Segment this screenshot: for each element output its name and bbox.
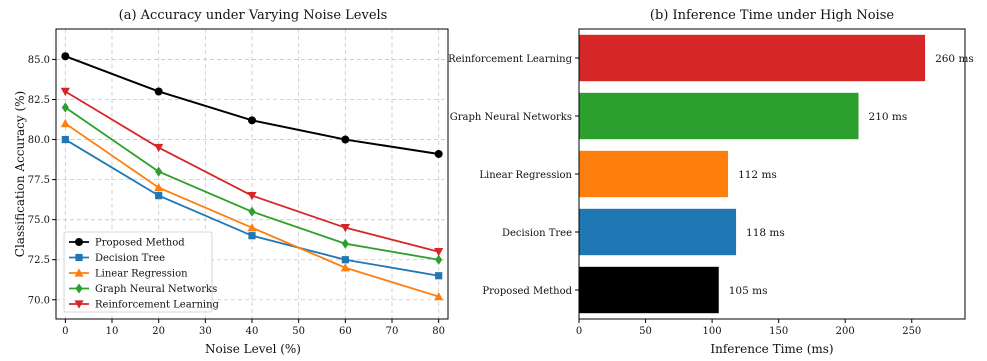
legend-box: [63, 231, 213, 313]
legend-swatch-marker: [75, 283, 83, 294]
left-legend: Proposed Method Decision Tree Linear Regre…: [63, 231, 220, 313]
right-y-tick-label: Decision Tree: [502, 228, 572, 239]
data-point-s1-3: [341, 256, 349, 264]
data-point-s2-3: [340, 263, 350, 272]
right-x-tick-label: 250: [902, 326, 921, 337]
data-point-s2-0: [60, 118, 70, 128]
legend-entry: Linear Regression: [95, 269, 188, 280]
data-point-s1-4: [435, 272, 443, 280]
data-point-s4-2: [247, 191, 257, 201]
data-point-s4-3: [340, 223, 350, 233]
right-x-tick-label: 200: [836, 326, 855, 337]
left-x-tick-label: 20: [152, 326, 165, 337]
right-bars: [579, 34, 926, 314]
bar-1: [579, 92, 859, 140]
left-x-tick-label: 50: [292, 326, 305, 337]
accuracy-line-chart: (a) Accuracy under Varying Noise Levels …: [13, 8, 449, 356]
left-chart-title: (a) Accuracy under Varying Noise Levels: [119, 8, 388, 23]
bar-2: [579, 150, 729, 198]
right-x-tick-label: 50: [639, 326, 652, 337]
bar-value-label: 105 ms: [729, 285, 768, 297]
right-bar-value-labels: 260 ms 210 ms 112 ms 118 ms 105 ms: [729, 53, 974, 297]
right-x-tick-label: 100: [703, 326, 722, 337]
legend-entry: Decision Tree: [95, 253, 165, 264]
data-point-s1-1: [155, 192, 163, 200]
data-point-s0-0: [61, 52, 70, 61]
data-point-s3-2: [248, 206, 256, 217]
left-series-markers: [60, 52, 444, 301]
right-x-axis-label: Inference Time (ms): [710, 342, 833, 356]
data-point-s3-3: [341, 238, 349, 249]
left-y-tick-label: 82.5: [28, 95, 50, 106]
data-point-s4-0: [60, 87, 70, 97]
legend-entry: Proposed Method: [95, 238, 185, 249]
data-point-s2-2: [247, 223, 257, 232]
right-y-tick-label: Reinforcement Learning: [448, 54, 573, 65]
data-point-s4-4: [434, 248, 444, 257]
bar-value-label: 112 ms: [738, 169, 777, 181]
right-y-tick-label: Graph Neural Networks: [450, 112, 572, 123]
left-y-axis-label: Classification Accuracy (%): [13, 91, 27, 257]
left-x-tick-label: 40: [246, 326, 259, 337]
left-x-tick-label: 10: [106, 326, 119, 337]
bar-3: [579, 208, 737, 256]
left-x-tick-label: 80: [432, 326, 445, 337]
bar-value-label: 210 ms: [869, 111, 908, 123]
left-y-tick-label: 72.5: [28, 255, 50, 266]
legend-entry: Graph Neural Networks: [95, 284, 217, 295]
left-x-tick-label: 0: [62, 326, 68, 337]
data-point-s3-0: [61, 102, 69, 113]
right-x-tick-label: 0: [576, 326, 582, 337]
bar-0: [579, 34, 926, 82]
data-point-s1-0: [61, 135, 69, 144]
left-x-tick-label: 60: [339, 326, 352, 337]
data-point-s3-1: [155, 166, 163, 177]
left-y-tick-label: 85.0: [28, 55, 50, 66]
data-point-s4-1: [154, 143, 164, 153]
legend-swatch-marker: [75, 253, 83, 262]
right-x-tick-label: 150: [769, 326, 788, 337]
data-point-s1-2: [248, 232, 256, 240]
left-y-tick-label: 75.0: [28, 215, 50, 226]
left-x-tick-label: 70: [386, 326, 399, 337]
data-point-s0-1: [154, 87, 163, 96]
data-point-s0-2: [248, 116, 256, 125]
inference-time-bar-chart: (b) Inference Time under High Noise 0 50 1…: [448, 8, 974, 356]
left-x-ticks: 0 10 20 30 40 50 60 70 80: [62, 319, 445, 337]
left-x-axis-label: Noise Level (%): [205, 342, 301, 356]
legend-swatch-marker: [74, 268, 84, 277]
right-y-ticks: Reinforcement Learning Graph Neural Netwo…: [448, 54, 579, 297]
legend-swatch-marker: [75, 238, 83, 246]
legend-entry: Reinforcement Learning: [95, 300, 220, 311]
bar-4: [579, 266, 719, 314]
data-point-s3-4: [435, 254, 443, 265]
right-chart-title: (b) Inference Time under High Noise: [650, 8, 894, 23]
left-y-ticks: 70.0 72.5 75.0 77.5 80.0 82.5 85.0: [28, 55, 56, 306]
data-point-s0-3: [341, 135, 350, 144]
right-y-tick-label: Proposed Method: [482, 286, 572, 297]
left-y-tick-label: 77.5: [28, 175, 50, 186]
data-point-s0-4: [434, 149, 443, 158]
data-point-s2-4: [434, 291, 444, 301]
legend-swatch-marker: [74, 300, 84, 309]
bar-value-label: 118 ms: [746, 227, 785, 239]
bar-value-label: 260 ms: [935, 53, 974, 65]
right-y-tick-label: Linear Regression: [479, 170, 572, 181]
data-point-s2-1: [154, 183, 164, 192]
left-x-tick-label: 30: [199, 326, 212, 337]
left-y-tick-label: 80.0: [28, 135, 50, 146]
right-x-ticks: 0 50 100 150 200 250: [576, 319, 921, 337]
left-y-tick-label: 70.0: [28, 295, 50, 306]
